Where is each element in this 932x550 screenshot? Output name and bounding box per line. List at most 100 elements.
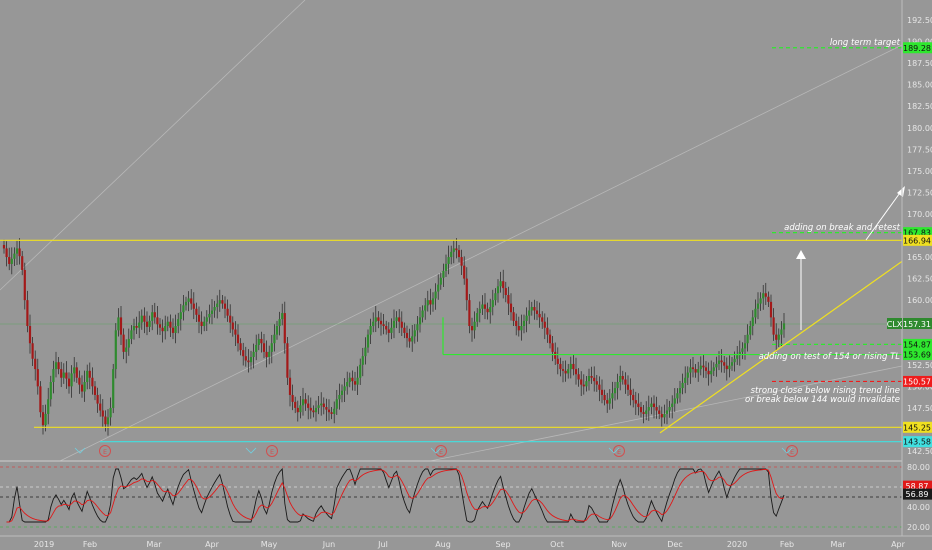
candle-body xyxy=(437,284,440,292)
candle-body xyxy=(782,323,786,330)
earnings-marker[interactable] xyxy=(99,445,111,457)
candle-body xyxy=(569,363,572,370)
candle-body xyxy=(775,334,778,340)
candle-body xyxy=(645,410,648,414)
earnings-marker[interactable] xyxy=(266,445,278,457)
candle-body xyxy=(379,320,383,325)
level-label-text: 150.57 xyxy=(903,377,931,386)
candle-body xyxy=(210,310,214,314)
candle-body xyxy=(247,360,250,363)
time-axis[interactable]: 2019 Feb Mar Apr May Jun Jul Aug Sep Oct Nov Dec 202… xyxy=(34,540,906,549)
candle-body xyxy=(39,386,42,413)
candle-body xyxy=(301,399,305,406)
candle-body xyxy=(2,244,6,249)
candle-body xyxy=(106,417,110,425)
price-tick-label: 147.50 xyxy=(907,404,932,413)
candle-body xyxy=(405,332,409,339)
candle-body xyxy=(234,329,237,335)
candle-body xyxy=(515,320,518,327)
annotation-invalidate-2: or break below 144 would invalidate xyxy=(745,395,900,405)
candle-body xyxy=(296,407,299,413)
candle-body xyxy=(348,377,351,383)
candle-body xyxy=(213,307,216,311)
candle-body xyxy=(538,313,541,318)
level-label-text: 154.87 xyxy=(903,340,931,349)
candle-body xyxy=(470,326,474,331)
candle-body xyxy=(385,326,388,330)
candle-body xyxy=(712,367,715,371)
candle-body xyxy=(322,403,325,408)
candle-body xyxy=(587,376,591,382)
candle-body xyxy=(502,281,505,289)
rising-trend-line[interactable] xyxy=(659,260,903,434)
level-label-box xyxy=(903,234,932,246)
candle-body xyxy=(772,317,775,335)
candle-body xyxy=(408,338,411,342)
last-price-label: 157.31 xyxy=(903,320,931,329)
candle-body xyxy=(52,369,55,383)
candle-body xyxy=(483,304,487,309)
earnings-marker[interactable] xyxy=(435,445,447,457)
candle-body xyxy=(603,394,606,401)
candle-body xyxy=(70,373,73,387)
candle-body xyxy=(567,369,570,374)
candle-body xyxy=(197,314,201,322)
candle-body xyxy=(411,336,414,342)
candle-body xyxy=(257,338,260,345)
candle-body xyxy=(164,326,167,332)
candle-body xyxy=(132,326,136,331)
candle-body xyxy=(525,315,528,321)
candle-body xyxy=(738,351,741,356)
candle-body xyxy=(41,412,45,426)
candle-body xyxy=(366,334,370,348)
candle-body xyxy=(574,369,578,375)
candle-body xyxy=(187,298,190,302)
candle-body xyxy=(229,315,232,323)
candle-body xyxy=(673,398,676,404)
level-label-text: 145.25 xyxy=(903,423,931,432)
level-label-text: 166.94 xyxy=(903,236,931,245)
candle-body xyxy=(47,399,50,414)
candle-body xyxy=(416,324,419,331)
candle-body xyxy=(777,334,780,340)
candle-body xyxy=(580,379,583,385)
price-tick-label: 180.00 xyxy=(907,124,932,133)
candle-body xyxy=(723,362,726,366)
candle-body xyxy=(769,301,773,318)
candle-body xyxy=(606,400,609,404)
earnings-marker[interactable] xyxy=(613,445,625,457)
candle-body xyxy=(88,370,91,378)
candle-body xyxy=(616,382,619,389)
price-tick-label: 162.50 xyxy=(907,275,932,284)
candle-body xyxy=(320,403,323,406)
price-tick-label: 190.00 xyxy=(907,38,932,47)
candle-body xyxy=(447,257,450,264)
candle-body xyxy=(530,307,533,311)
level-label-box xyxy=(903,436,932,448)
candle-body xyxy=(62,372,65,378)
candle-body xyxy=(281,313,284,320)
candle-body xyxy=(652,403,656,408)
candle-body xyxy=(223,303,227,309)
candle-body xyxy=(278,319,281,327)
candle-body xyxy=(756,303,760,309)
candle-body xyxy=(767,296,770,302)
candle-body xyxy=(746,334,749,344)
candle-body xyxy=(561,369,565,371)
candle-body xyxy=(114,330,117,370)
candle-body xyxy=(171,327,175,333)
candle-body xyxy=(96,394,99,404)
earnings-marker-label: E xyxy=(103,448,107,456)
candle-body xyxy=(31,343,34,359)
candle-body xyxy=(236,334,240,344)
time-tick-label: Aug xyxy=(435,540,451,549)
price-tick-label: 177.50 xyxy=(907,145,932,154)
candle-body xyxy=(598,384,601,390)
candle-body xyxy=(468,300,471,327)
candle-body xyxy=(78,377,81,385)
earnings-marker[interactable] xyxy=(786,445,798,457)
candle-body xyxy=(637,403,640,408)
price-tick-label: 152.50 xyxy=(907,361,932,370)
